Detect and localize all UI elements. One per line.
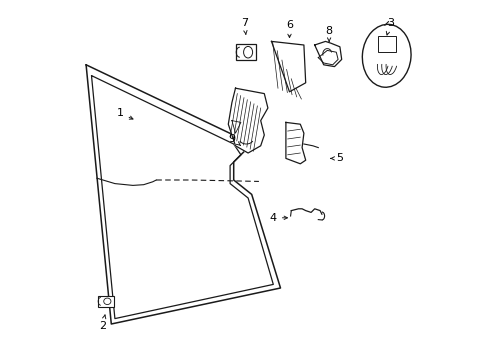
Ellipse shape xyxy=(362,24,410,87)
Ellipse shape xyxy=(243,46,252,58)
Polygon shape xyxy=(86,65,280,324)
Text: 6: 6 xyxy=(285,20,292,37)
Polygon shape xyxy=(271,41,305,92)
Text: 7: 7 xyxy=(241,18,247,34)
Text: 5: 5 xyxy=(330,153,343,163)
Text: 1: 1 xyxy=(117,108,133,119)
Bar xyxy=(377,36,395,52)
Polygon shape xyxy=(314,41,341,67)
Text: 8: 8 xyxy=(325,26,332,41)
Bar xyxy=(236,44,256,60)
Polygon shape xyxy=(285,122,305,164)
Polygon shape xyxy=(228,88,267,153)
Text: 2: 2 xyxy=(99,315,105,331)
Text: 9: 9 xyxy=(228,134,240,145)
Ellipse shape xyxy=(103,298,111,305)
Text: 3: 3 xyxy=(386,18,393,35)
Bar xyxy=(98,296,114,307)
Text: 4: 4 xyxy=(269,213,287,223)
